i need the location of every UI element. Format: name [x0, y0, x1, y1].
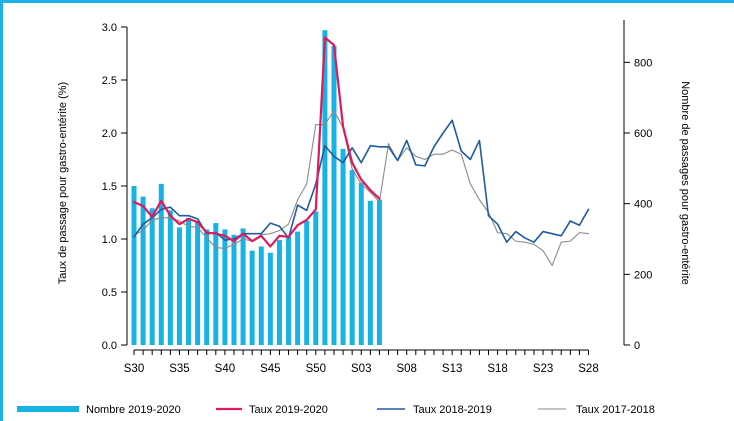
- line-taux-2019-2020: [132, 36, 381, 248]
- bar-s38: [204, 229, 210, 345]
- x-tick-label-s23: S23: [533, 363, 553, 375]
- bar-s49: [304, 220, 310, 345]
- y-left-tick-label-2-0: 2.0: [102, 128, 117, 140]
- y-left-tick-label-2-5: 2.5: [102, 75, 117, 87]
- x-tick-label-s13: S13: [442, 363, 462, 375]
- bar-s35: [176, 227, 182, 345]
- line-taux-2017-2018: [133, 110, 590, 267]
- bar-s46: [276, 240, 282, 345]
- bar-s04: [367, 200, 373, 345]
- y-left-tick-label-3-0: 3.0: [102, 22, 117, 34]
- bar-s36: [186, 217, 192, 345]
- legend-item-rate-2019-2020: Taux 2019-2020: [216, 404, 328, 416]
- y-right-tick-label-0: 0: [634, 340, 640, 352]
- x-tick-label-s28: S28: [578, 363, 598, 375]
- legend-label-rate-2019-2020: Taux 2019-2020: [249, 404, 328, 416]
- bar-s05: [376, 199, 382, 345]
- frame-left-border: [0, 0, 3, 421]
- bar-s33: [158, 183, 164, 345]
- y-left-tick-label-1-0: 1.0: [102, 234, 117, 246]
- bar-s41: [231, 234, 237, 345]
- bar-s44: [258, 246, 264, 345]
- y-left-tick-label-1-5: 1.5: [102, 181, 117, 193]
- bar-s47: [286, 235, 292, 345]
- bar-s02: [349, 170, 355, 345]
- bar-s50: [313, 211, 319, 345]
- legend-item-rate-2017-2018: Taux 2017-2018: [538, 404, 655, 416]
- frame-top-border: [0, 0, 734, 3]
- y-left-tick-label-0-0: 0.0: [102, 340, 117, 352]
- legend-label-bars: Nombre 2019-2020: [86, 404, 181, 416]
- bar-s32: [149, 208, 155, 345]
- x-tick-label-s45: S45: [260, 363, 280, 375]
- bar-s48: [295, 231, 301, 345]
- bar-s37: [195, 220, 201, 345]
- y-left-tick-label-0-5: 0.5: [102, 287, 117, 299]
- y-right-tick-label-600: 600: [634, 128, 652, 140]
- bar-s42: [240, 228, 246, 345]
- legend-label-rate-2017-2018: Taux 2017-2018: [576, 404, 655, 416]
- y-right-tick-label-400: 400: [634, 199, 652, 211]
- bar-s39: [213, 223, 219, 345]
- x-tick-label-s18: S18: [487, 363, 507, 375]
- y-axis-right-title: Nombre de passages pour gastro-entérite: [679, 81, 691, 285]
- legend: Nombre 2019-2020 Taux 2019-2020 Taux 201…: [17, 404, 655, 416]
- bars-layer: [131, 30, 382, 346]
- bar-s45: [267, 252, 273, 345]
- bar-s01: [340, 148, 346, 345]
- y-axis-left-title: Taux de passage pour gastro-entérite (%): [57, 82, 69, 284]
- x-tick-label-s40: S40: [215, 363, 235, 375]
- x-tick-label-s35: S35: [169, 363, 189, 375]
- bar-s52: [331, 46, 337, 345]
- y-right-tick-label-800: 800: [634, 57, 652, 69]
- axes-layer: 0.0 0.5 1.0 1.5 2.0 2.5 3.0 0 200 400 600 800 S30 S35…: [102, 20, 652, 375]
- x-tick-label-s50: S50: [306, 363, 326, 375]
- x-tick-label-s03: S03: [351, 363, 371, 375]
- bar-s40: [222, 229, 228, 345]
- bar-s43: [249, 250, 255, 345]
- legend-item-rate-2018-2019: Taux 2018-2019: [377, 404, 492, 416]
- lines-layer: [132, 36, 590, 267]
- y-right-tick-label-200: 200: [634, 269, 652, 281]
- legend-swatch-bars: [17, 406, 79, 412]
- bar-s03: [358, 182, 364, 345]
- bar-s51: [322, 30, 328, 346]
- x-tick-label-s30: S30: [124, 363, 144, 375]
- bar-s30: [131, 186, 137, 345]
- bar-s34: [167, 210, 173, 345]
- x-tick-label-s08: S08: [396, 363, 416, 375]
- legend-item-bars: Nombre 2019-2020: [17, 404, 181, 416]
- bar-s31: [140, 196, 146, 345]
- legend-label-rate-2018-2019: Taux 2018-2019: [413, 404, 492, 416]
